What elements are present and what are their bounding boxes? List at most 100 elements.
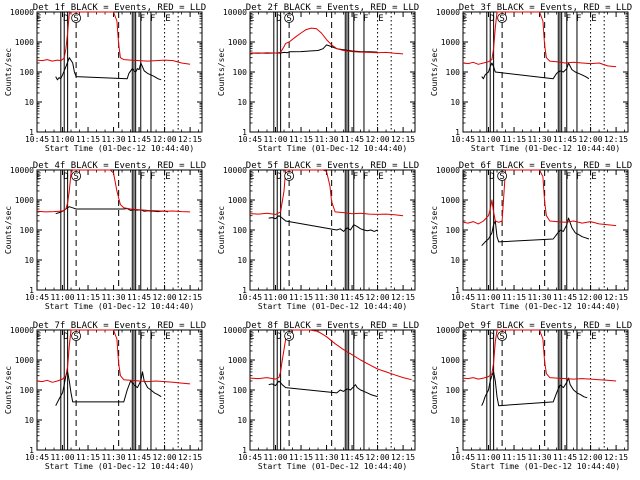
y-tick-label: 10000 — [223, 326, 247, 335]
y-axis-label: Counts/sec — [430, 48, 439, 96]
x-tick-label: 12:15 — [391, 293, 415, 302]
phase-marker: F — [576, 332, 581, 342]
x-tick-label: 12:00 — [579, 293, 603, 302]
x-tick-label: 11:00 — [263, 453, 287, 462]
y-axis-label: Counts/sec — [4, 48, 13, 96]
phase-marker: F — [150, 172, 155, 182]
phase-marker: E — [36, 332, 41, 342]
marker-circle — [497, 331, 508, 341]
y-tick-label: 1 — [455, 128, 460, 137]
series-lld — [36, 169, 191, 213]
y-tick-label: 1000 — [228, 196, 247, 205]
x-tick-label: 11:45 — [127, 135, 151, 144]
x-tick-label: 11:45 — [553, 135, 577, 144]
y-tick-label: 1 — [455, 446, 460, 455]
x-tick-label: 12:15 — [604, 135, 628, 144]
x-tick-label: 12:15 — [178, 293, 202, 302]
panel-6: Det 6f BLACK = Events, RED = LLD 1 10 100 10… — [430, 161, 632, 311]
phase-marker: D — [489, 332, 494, 342]
phase-marker: E — [462, 14, 467, 24]
y-tick-label: 1000 — [441, 356, 460, 365]
y-tick-label: 1000 — [441, 38, 460, 47]
phase-marker: F — [566, 332, 571, 342]
x-axis-label: Start Time (01-Dec-12 10:44:40) — [258, 302, 407, 311]
x-axis-label: Start Time (01-Dec-12 10:44:40) — [471, 302, 620, 311]
phase-marker: F — [353, 14, 358, 24]
panel-title: Det 2f BLACK = Events, RED = LLD — [246, 3, 419, 13]
marker-circle — [71, 171, 82, 181]
x-tick-label: 10:45 — [451, 293, 475, 302]
series-lld — [249, 329, 412, 381]
x-tick-label: 11:15 — [502, 293, 526, 302]
y-tick-label: 100 — [20, 226, 35, 235]
panel-title: Det 3f BLACK = Events, RED = LLD — [459, 3, 632, 13]
x-axis-label: Start Time (01-Dec-12 10:44:40) — [258, 462, 407, 471]
phase-marker: E — [462, 172, 467, 182]
x-tick-label: 12:00 — [366, 135, 390, 144]
series-lld — [462, 169, 617, 227]
x-tick-label: 11:15 — [76, 135, 100, 144]
y-tick-label: 100 — [446, 68, 461, 77]
series-lld — [462, 329, 617, 382]
series-events — [268, 215, 378, 232]
x-tick-label: 11:45 — [127, 453, 151, 462]
plot-frame — [249, 169, 416, 291]
phase-marker: E — [378, 172, 383, 182]
phase-marker: F — [363, 14, 368, 24]
panel-4: Det 4f BLACK = Events, RED = LLD 1 10 100 10… — [4, 161, 206, 311]
y-tick-label: 100 — [20, 68, 35, 77]
panel-title: Det 9f BLACK = Events, RED = LLD — [459, 321, 632, 331]
phase-marker: F — [566, 172, 571, 182]
x-tick-label: 11:00 — [50, 293, 74, 302]
x-tick-label: 12:15 — [604, 293, 628, 302]
panel-9: Det 9f BLACK = Events, RED = LLD 1 10 100 10… — [430, 321, 632, 471]
series-events — [268, 380, 378, 398]
phase-marker: F — [150, 14, 155, 24]
phase-marker: D — [276, 14, 281, 24]
y-tick-label: 1000 — [228, 38, 247, 47]
phase-marker: S — [73, 172, 78, 182]
x-tick-label: 11:15 — [289, 453, 313, 462]
phase-marker: E — [249, 14, 254, 24]
phase-marker: F — [576, 172, 581, 182]
phase-marker: S — [499, 332, 504, 342]
x-tick-label: 12:00 — [579, 453, 603, 462]
y-axis-label: Counts/sec — [4, 366, 13, 414]
x-tick-label: 11:45 — [127, 293, 151, 302]
phase-marker: E — [249, 332, 254, 342]
x-tick-label: 12:15 — [178, 135, 202, 144]
phase-marker: F — [353, 172, 358, 182]
x-tick-label: 11:00 — [50, 135, 74, 144]
x-tick-label: 11:15 — [76, 453, 100, 462]
x-axis-label: Start Time (01-Dec-12 10:44:40) — [45, 302, 194, 311]
y-tick-label: 100 — [233, 226, 248, 235]
x-tick-label: 11:30 — [314, 453, 338, 462]
panel-1: Det 1f BLACK = Events, RED = LLD 1 10 100 10… — [4, 3, 206, 153]
x-tick-label: 11:15 — [502, 453, 526, 462]
series-events — [55, 371, 162, 406]
phase-marker: E — [591, 14, 596, 24]
phase-marker: D — [276, 332, 281, 342]
phase-marker: E — [165, 172, 170, 182]
y-tick-label: 10000 — [436, 166, 460, 175]
plot-frame — [249, 11, 416, 133]
panel-title: Det 6f BLACK = Events, RED = LLD — [459, 161, 632, 171]
x-tick-label: 12:00 — [366, 453, 390, 462]
x-tick-label: 11:30 — [527, 293, 551, 302]
panel-title: Det 4f BLACK = Events, RED = LLD — [33, 161, 206, 171]
x-tick-label: 11:15 — [289, 293, 313, 302]
y-tick-label: 100 — [446, 386, 461, 395]
phase-marker: D — [63, 332, 68, 342]
phase-marker: F — [353, 332, 358, 342]
marker-circle — [71, 331, 82, 341]
x-axis-label: Start Time (01-Dec-12 10:44:40) — [45, 462, 194, 471]
x-tick-label: 12:15 — [391, 453, 415, 462]
phase-marker: F — [140, 332, 145, 342]
plot-frame — [249, 329, 416, 451]
phase-marker: F — [363, 172, 368, 182]
y-tick-label: 1 — [455, 286, 460, 295]
series-events — [55, 57, 162, 81]
phase-marker: F — [150, 332, 155, 342]
panel-title: Det 7f BLACK = Events, RED = LLD — [33, 321, 206, 331]
series-events — [481, 217, 590, 247]
